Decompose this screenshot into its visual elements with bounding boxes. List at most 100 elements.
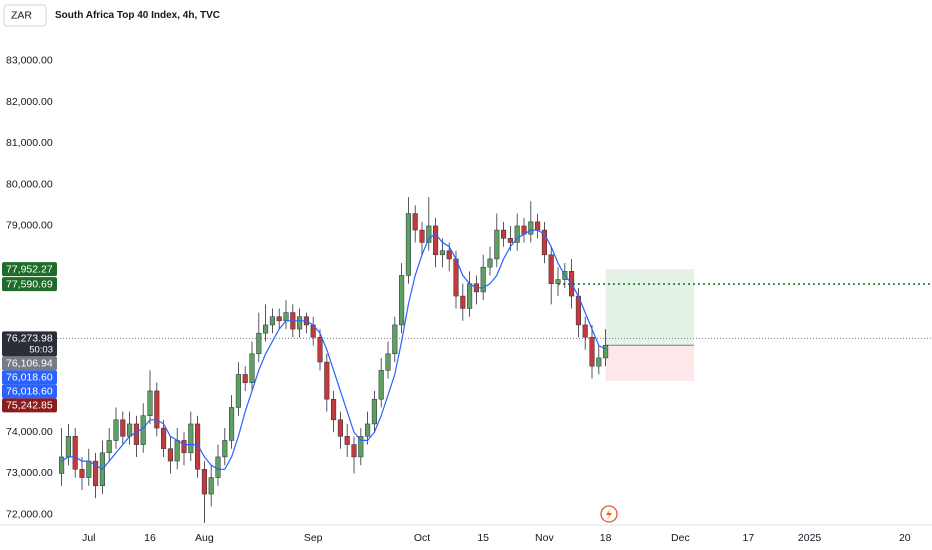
candle-body xyxy=(596,357,602,367)
candle-body xyxy=(235,374,241,408)
candle-body xyxy=(535,221,541,231)
y-tick-label: 73,000.00 xyxy=(6,467,53,479)
candle-body xyxy=(181,440,187,454)
candle-body xyxy=(392,324,398,355)
candle-body xyxy=(555,279,561,284)
candle-body xyxy=(337,419,343,437)
candle-body xyxy=(528,221,534,235)
plot xyxy=(48,197,932,523)
x-tick-label: Sep xyxy=(304,532,323,544)
candle-body xyxy=(399,275,405,326)
candle-body xyxy=(147,390,153,416)
candle-body xyxy=(494,229,500,260)
candle-body xyxy=(589,337,595,367)
candle-body xyxy=(133,423,139,445)
price-badge xyxy=(2,277,57,292)
candle-body xyxy=(113,419,119,441)
price-badge-label: 76,018.60 xyxy=(6,372,53,384)
candle-body xyxy=(358,436,364,458)
price-badge-label: 76,273.98 xyxy=(6,333,53,345)
candle-body xyxy=(487,258,493,268)
candle-body xyxy=(426,225,432,243)
price-badge-label: 75,242.85 xyxy=(6,400,53,412)
candle-body xyxy=(242,374,248,383)
x-tick-label: 20 xyxy=(899,532,911,544)
chart-title: South Africa Top 40 Index, 4h, TVC xyxy=(55,10,220,21)
candle-body xyxy=(174,440,180,462)
candle-body xyxy=(276,316,282,322)
price-badge-label: 77,952.27 xyxy=(6,263,53,275)
candle-body xyxy=(269,316,275,326)
candle-body xyxy=(297,316,303,330)
price-badge-label: 76,106.94 xyxy=(6,358,53,370)
candle-body xyxy=(201,469,207,495)
target-zone xyxy=(605,269,694,346)
candle-body xyxy=(188,423,194,454)
candle-body xyxy=(439,250,445,256)
candle-body xyxy=(140,415,146,445)
price-badge xyxy=(2,356,57,371)
candle-body xyxy=(378,370,384,400)
candle-body xyxy=(208,477,214,495)
price-badge xyxy=(2,398,57,413)
candle-body xyxy=(59,456,65,474)
x-tick-label: 2025 xyxy=(798,532,822,544)
y-tick-label: 79,000.00 xyxy=(6,220,53,232)
candle-body xyxy=(324,361,330,400)
candle-body xyxy=(283,312,289,322)
candle-body xyxy=(433,225,439,256)
candle-body xyxy=(65,436,71,458)
currency[interactable]: ZAR xyxy=(11,9,32,21)
candle-body xyxy=(72,436,78,470)
x-tick-label: 15 xyxy=(477,532,489,544)
y-tick-label: 82,000.00 xyxy=(6,96,53,108)
candle-body xyxy=(154,390,160,429)
candle-body xyxy=(385,353,391,371)
candle-body xyxy=(229,407,235,441)
candle-body xyxy=(249,353,255,383)
candle-body xyxy=(106,440,112,454)
candle-body xyxy=(446,250,452,260)
candle-body xyxy=(603,345,609,359)
price-badge xyxy=(2,370,57,385)
y-tick-label: 72,000.00 xyxy=(6,508,53,520)
x-tick-label: 17 xyxy=(743,532,755,544)
candle-body xyxy=(331,398,337,421)
x-tick-label: Dec xyxy=(671,532,690,544)
stop-zone xyxy=(605,345,694,381)
x-tick-label: Nov xyxy=(535,532,554,544)
candle-body xyxy=(460,295,466,309)
candle-body xyxy=(222,440,228,458)
candle-body xyxy=(120,419,126,437)
countdown: 50:03 xyxy=(29,344,53,355)
price-badge-label: 76,018.60 xyxy=(6,386,53,398)
candle-body xyxy=(412,213,418,231)
price-badge xyxy=(2,262,57,277)
candle-body xyxy=(195,423,201,470)
candle-body xyxy=(514,225,520,243)
candle-body xyxy=(541,229,547,256)
candle-body xyxy=(582,324,588,338)
x-tick-label: Jul xyxy=(82,532,95,544)
candle-body xyxy=(127,423,133,437)
candle-body xyxy=(79,469,85,478)
candle-body xyxy=(93,460,99,487)
x-tick-label: Aug xyxy=(195,532,214,544)
candle-body xyxy=(161,427,167,449)
candle-body xyxy=(453,258,459,297)
currency-box[interactable] xyxy=(3,4,47,27)
candle-body xyxy=(351,444,357,458)
moving-average xyxy=(61,229,606,471)
candle-body xyxy=(215,456,221,478)
candle-body xyxy=(256,332,262,355)
candle-body xyxy=(419,229,425,243)
x-tick-label: 18 xyxy=(600,532,612,544)
candle-body xyxy=(548,254,554,284)
candle-body xyxy=(167,448,173,462)
price-badge xyxy=(2,331,57,357)
event-bolt xyxy=(606,508,612,520)
x-tick-label: 16 xyxy=(144,532,156,544)
x-tick-label: Oct xyxy=(414,532,430,544)
price-badge-label: 77,590.69 xyxy=(6,278,53,290)
